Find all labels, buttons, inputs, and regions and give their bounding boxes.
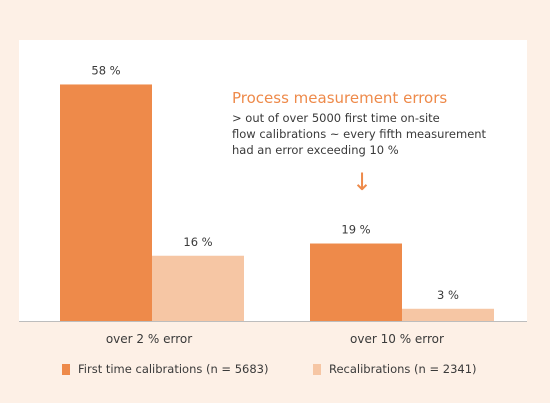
category-label-over-10: over 10 % error: [350, 332, 444, 346]
legend-swatch-recalibrations: [313, 363, 321, 375]
data-label-first-time-over-2: 58 %: [91, 63, 120, 77]
bar-recalibrations-over-10: [402, 308, 494, 321]
annotation-title: Process measurement errors: [232, 89, 448, 107]
category-label-over-2: over 2 % error: [105, 332, 193, 346]
legend-item-recalibrations: Recalibrations (n = 2341): [313, 362, 477, 376]
legend-label-recalibrations: Recalibrations (n = 2341): [329, 362, 477, 376]
bar-first-time-over-2: [60, 84, 152, 321]
bar-recalibrations-over-2: [152, 255, 244, 321]
legend-item-first-time: First time calibrations (n = 5683): [62, 362, 268, 376]
annotation-line-1: > out of over 5000 first time on-site: [232, 111, 440, 125]
annotation-line-2: flow calibrations ~ every fifth measurem…: [232, 127, 487, 141]
legend-label-first-time: First time calibrations (n = 5683): [78, 362, 269, 376]
data-label-recalibrations-over-2: 16 %: [183, 235, 212, 249]
annotation-line-3: had an error exceeding 10 %: [232, 143, 399, 157]
data-label-recalibrations-over-10: 3 %: [437, 288, 459, 302]
chart-panel: 58 % 16 % 19 % 3 %: [19, 40, 527, 322]
legend-swatch-first-time: [62, 363, 70, 375]
bar-first-time-over-10: [310, 243, 402, 321]
down-arrow-icon: ↓: [352, 168, 373, 196]
data-label-first-time-over-10: 19 %: [341, 223, 370, 237]
bar-chart: 58 % 16 % 19 % 3 %: [19, 63, 527, 322]
